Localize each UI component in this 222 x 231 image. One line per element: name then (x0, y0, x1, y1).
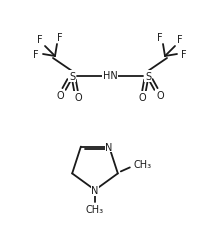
Text: N: N (105, 142, 113, 152)
Text: HN: HN (103, 71, 117, 81)
Text: S: S (145, 72, 151, 82)
Text: S: S (69, 72, 75, 82)
Text: F: F (177, 35, 183, 45)
Text: CH₃: CH₃ (86, 204, 104, 214)
Text: CH₃: CH₃ (134, 160, 152, 170)
Text: O: O (74, 93, 82, 103)
Text: F: F (37, 35, 43, 45)
Text: O: O (56, 91, 64, 100)
Text: N: N (91, 185, 99, 195)
Text: O: O (138, 93, 146, 103)
Text: F: F (157, 33, 163, 43)
Text: F: F (181, 50, 187, 60)
Text: F: F (57, 33, 63, 43)
Text: F: F (33, 50, 39, 60)
Text: O: O (156, 91, 164, 100)
